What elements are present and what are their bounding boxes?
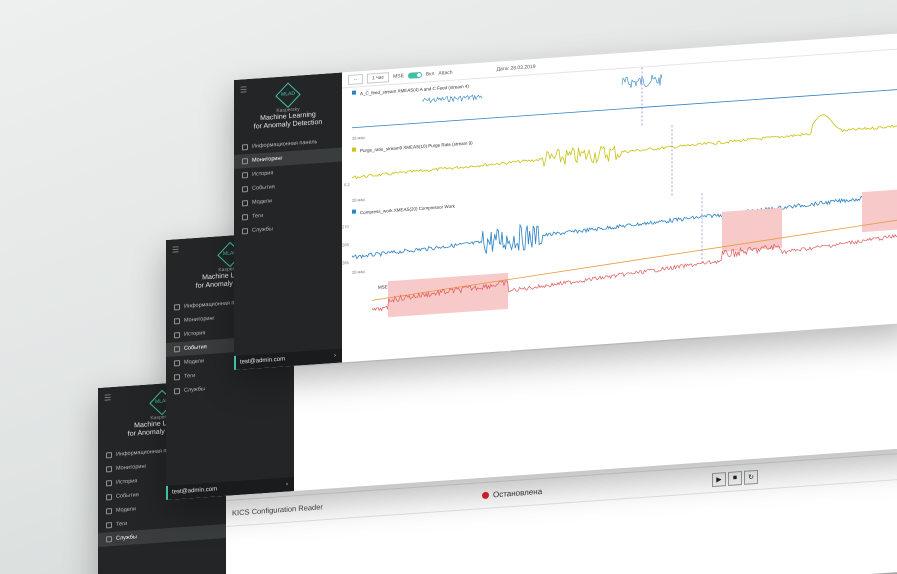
monitor-icon (242, 158, 248, 165)
history-icon (242, 172, 248, 179)
y-tick-comp-top: 270 (342, 224, 349, 230)
series-label-mse: MSE (378, 284, 388, 290)
series-label-compress: Compress_work XMEAS(20) Compressor Work (360, 204, 456, 216)
series-line-compress (351, 191, 897, 260)
series-swatch (352, 209, 356, 214)
status-text: Остановлена (493, 486, 543, 500)
models-icon (242, 200, 248, 207)
monitor-icon (174, 318, 180, 325)
history-icon (106, 480, 112, 487)
nav-list: Информационная панель Мониторинг История… (234, 133, 342, 239)
models-icon (106, 508, 112, 515)
threshold-line (371, 218, 897, 301)
models-icon (174, 360, 180, 367)
menu-icon[interactable]: ☰ (240, 85, 248, 95)
brand: MLAD Kaspersky Machine Learning for Anom… (234, 72, 342, 133)
status-stopped-icon (482, 491, 489, 500)
series-swatch (352, 90, 356, 95)
dashboard-icon (106, 452, 112, 459)
play-icon[interactable]: ▶ (712, 471, 726, 487)
events-icon (242, 186, 248, 193)
series-swatch (352, 147, 356, 152)
chevron-right-icon[interactable]: › (286, 481, 288, 488)
restart-icon[interactable]: ↻ (744, 469, 758, 485)
events-icon (106, 494, 112, 501)
range-select[interactable]: 1 час (367, 71, 390, 84)
attach-label[interactable]: Attach (438, 69, 453, 77)
tags-icon (174, 374, 180, 381)
y-tick-purge: 0.2 (344, 182, 350, 187)
series-line-mse (371, 233, 897, 312)
series-label-purge: Purge_ratio_stream9 XMEAS(10) Purge Rate… (360, 140, 473, 153)
mse-toggle[interactable] (407, 71, 422, 79)
events-icon (174, 346, 180, 353)
monitor-charts: A_C_feed_stream XMEAS(4) A and C Feed (s… (342, 67, 897, 318)
toggle-label: Вкл (425, 70, 435, 78)
date-tick: 28 мар. (352, 269, 366, 275)
mlad-logo-icon: MLAD (275, 82, 301, 108)
y-tick-comp-mid: 268 (342, 242, 349, 248)
menu-icon[interactable]: ☰ (172, 245, 180, 255)
menu-icon[interactable]: ☰ (104, 393, 112, 403)
services-icon (106, 536, 112, 543)
tags-icon (106, 522, 112, 529)
anomaly-band (862, 189, 897, 233)
services-icon (242, 228, 248, 235)
dashboard-icon (174, 304, 180, 311)
series-line-purge (351, 114, 897, 180)
stop-icon[interactable]: ■ (728, 470, 742, 486)
monitoring-content: ← 1 час MSE Вкл Attach Дата: 28.03.2019 … (342, 32, 897, 362)
dashboard-icon (242, 144, 248, 151)
y-tick-comp-bot: 265 (342, 260, 349, 266)
series-label-a-c-feed: A_C_feed_stream XMEAS(4) A and C Feed (s… (360, 84, 469, 97)
history-icon (174, 332, 180, 339)
tags-icon (242, 214, 248, 221)
sidebar: ☰ MLAD Kaspersky Machine Learning for An… (234, 72, 342, 370)
mse-label: MSE (393, 72, 404, 80)
service-controls: ▶■↻ (712, 469, 758, 487)
monitor-icon (106, 466, 112, 473)
monitoring-screen: ☰ MLAD Kaspersky Machine Learning for An… (234, 32, 897, 370)
series-line-a-c-feed (352, 88, 897, 129)
chevron-right-icon[interactable]: › (334, 352, 336, 360)
date-tick: 28 мар. (352, 135, 366, 141)
back-button[interactable]: ← (348, 73, 363, 85)
date-label: Дата: 28.03.2019 (496, 63, 536, 73)
date-tick: 28 мар. (352, 197, 366, 203)
services-icon (174, 388, 180, 395)
anomaly-band (722, 207, 782, 252)
